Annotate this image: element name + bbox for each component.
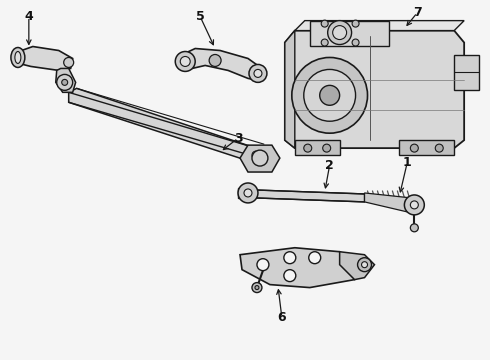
Circle shape: [57, 75, 73, 90]
Circle shape: [252, 283, 262, 293]
Polygon shape: [240, 248, 360, 288]
Circle shape: [309, 252, 321, 264]
Polygon shape: [69, 88, 260, 162]
Polygon shape: [454, 55, 479, 90]
Polygon shape: [295, 21, 464, 31]
Polygon shape: [56, 68, 75, 92]
Circle shape: [255, 285, 259, 289]
Polygon shape: [238, 188, 255, 198]
Circle shape: [175, 51, 195, 71]
Circle shape: [404, 195, 424, 215]
Circle shape: [410, 201, 418, 209]
Polygon shape: [310, 21, 390, 45]
Text: 3: 3: [234, 132, 243, 145]
Circle shape: [284, 270, 296, 282]
Circle shape: [249, 64, 267, 82]
Circle shape: [244, 189, 252, 197]
Polygon shape: [399, 140, 454, 155]
Text: 2: 2: [325, 158, 334, 172]
Circle shape: [321, 39, 328, 46]
Circle shape: [304, 144, 312, 152]
Circle shape: [252, 150, 268, 166]
Polygon shape: [340, 252, 374, 280]
Circle shape: [238, 183, 258, 203]
Polygon shape: [285, 31, 464, 148]
Circle shape: [254, 69, 262, 77]
Circle shape: [323, 144, 331, 152]
Text: 6: 6: [277, 311, 286, 324]
Circle shape: [410, 144, 418, 152]
Polygon shape: [285, 31, 295, 148]
Circle shape: [435, 144, 443, 152]
Circle shape: [319, 85, 340, 105]
Polygon shape: [365, 193, 415, 213]
Circle shape: [352, 39, 359, 46]
Circle shape: [180, 57, 190, 67]
Polygon shape: [255, 190, 365, 202]
Circle shape: [209, 54, 221, 67]
Polygon shape: [295, 140, 340, 155]
Circle shape: [410, 224, 418, 232]
Circle shape: [62, 80, 68, 85]
Circle shape: [284, 252, 296, 264]
Circle shape: [328, 21, 352, 45]
Polygon shape: [180, 49, 262, 80]
Circle shape: [252, 151, 260, 159]
Text: 5: 5: [196, 10, 204, 23]
Circle shape: [352, 20, 359, 27]
Text: 7: 7: [413, 6, 422, 19]
Circle shape: [358, 258, 371, 272]
Circle shape: [64, 58, 74, 67]
Circle shape: [304, 69, 356, 121]
Text: 1: 1: [403, 156, 412, 168]
Text: 4: 4: [24, 10, 33, 23]
Ellipse shape: [15, 51, 21, 63]
Circle shape: [257, 259, 269, 271]
Polygon shape: [240, 145, 280, 172]
Circle shape: [247, 146, 265, 164]
Circle shape: [333, 26, 346, 40]
Polygon shape: [15, 46, 73, 71]
Circle shape: [321, 20, 328, 27]
Circle shape: [362, 262, 368, 268]
Ellipse shape: [11, 48, 25, 67]
Circle shape: [292, 58, 368, 133]
